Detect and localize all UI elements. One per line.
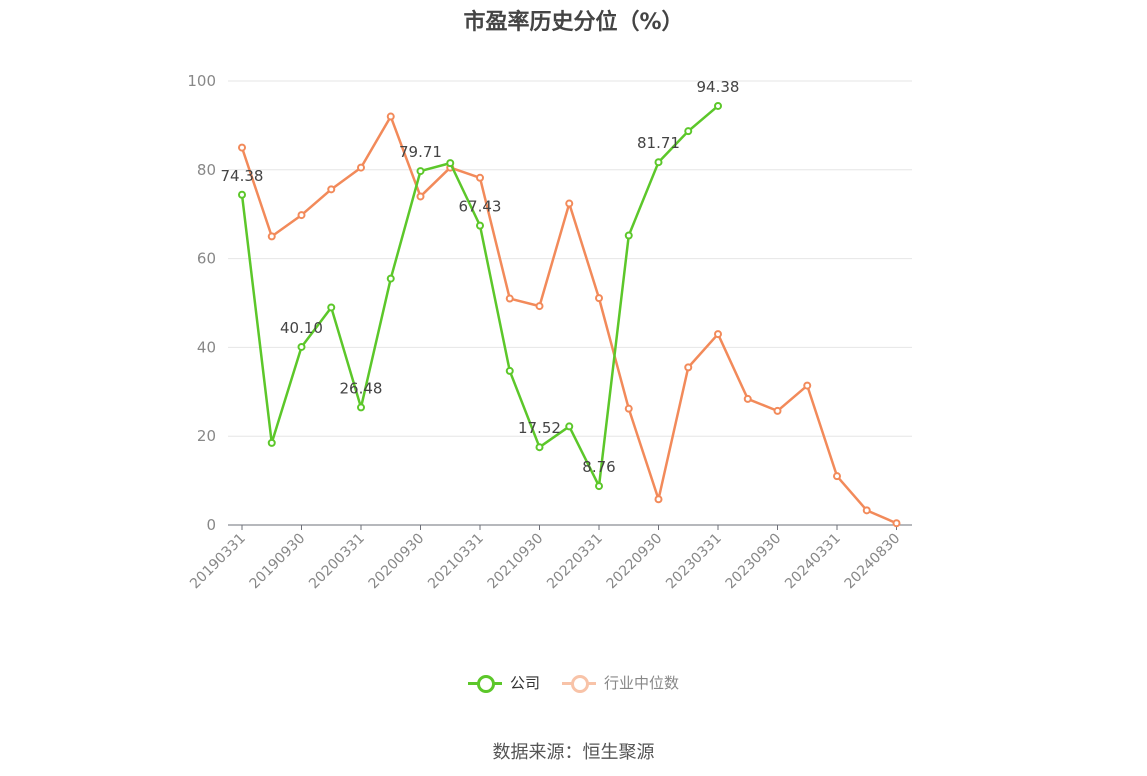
point-industry-median — [386, 112, 395, 121]
x-tick-label: 20200331 — [306, 531, 368, 593]
source-note: 数据来源：恒生聚源 — [492, 742, 655, 763]
y-tick-label: 20 — [197, 427, 216, 445]
point-industry-median — [684, 363, 693, 372]
x-tick-label: 20240830 — [842, 531, 904, 593]
data-label-company: 40.10 — [280, 319, 323, 337]
point-industry-median — [714, 330, 722, 339]
point-industry-median — [535, 302, 544, 311]
point-industry-median — [595, 294, 603, 303]
x-tick-label: 20210331 — [425, 531, 487, 593]
point-company — [238, 190, 246, 199]
x-tick-label: 20220331 — [544, 531, 606, 593]
x-tick-label: 20200930 — [366, 531, 428, 593]
data-label-company: 26.48 — [340, 379, 383, 397]
series-lines — [238, 101, 901, 528]
point-industry-median — [297, 211, 306, 220]
point-company — [416, 167, 425, 176]
x-tick-label: 20210930 — [485, 531, 547, 593]
point-industry-median — [505, 294, 514, 303]
point-industry-median — [357, 163, 365, 172]
legend-item-industry-median[interactable]: 行业中位数 — [562, 672, 679, 693]
data-label-company: 67.43 — [459, 198, 502, 216]
y-tick-label: 60 — [197, 250, 216, 268]
data-label-company: 8.76 — [582, 458, 615, 476]
point-industry-median — [892, 519, 901, 528]
x-tick-label: 20240331 — [782, 531, 844, 593]
point-company — [327, 303, 336, 312]
point-company — [505, 366, 514, 375]
point-company — [357, 403, 365, 412]
series-line-company — [240, 104, 719, 488]
point-company — [386, 274, 395, 283]
point-industry-median — [743, 394, 752, 403]
point-industry-median — [327, 185, 336, 194]
point-company — [595, 482, 603, 491]
legend-label-industry-median: 行业中位数 — [604, 674, 680, 692]
point-industry-median — [416, 192, 425, 201]
point-company — [446, 159, 455, 168]
data-labels: 74.38 40.10 26.48 79.71 67.43 17.52 8.76 81.71 9… — [221, 78, 740, 476]
legend-label-company: 公司 — [509, 674, 540, 692]
point-company — [654, 158, 663, 167]
y-tick-label: 40 — [197, 338, 216, 356]
point-industry-median — [773, 406, 782, 415]
point-company — [476, 221, 484, 230]
y-tick-label: 100 — [187, 72, 216, 90]
data-label-company: 79.71 — [399, 143, 442, 161]
x-tick-label: 20230331 — [663, 531, 725, 593]
point-company — [624, 231, 633, 240]
legend-item-company[interactable]: 公司 — [467, 672, 540, 693]
legend-marker-industry-median — [562, 673, 596, 693]
x-tick-label: 20220930 — [604, 531, 666, 593]
x-tick-label: 20230930 — [723, 531, 785, 593]
point-company — [297, 342, 306, 351]
point-industry-median — [624, 404, 633, 413]
series-line-industry-median — [240, 115, 897, 525]
data-label-company: 17.52 — [518, 419, 561, 437]
point-industry-median — [267, 232, 276, 241]
point-industry-median — [803, 381, 812, 390]
point-industry-median — [238, 143, 246, 152]
point-company — [267, 438, 276, 447]
legend: 公司 行业中位数 — [0, 672, 1147, 693]
data-label-company: 81.71 — [637, 134, 680, 152]
point-company — [684, 127, 693, 136]
point-industry-median — [476, 173, 484, 182]
y-tick-label: 0 — [206, 516, 216, 534]
x-tick-label: 20190331 — [187, 531, 249, 593]
point-industry-median — [833, 472, 841, 481]
x-tick-label: 20190930 — [247, 531, 309, 593]
point-company — [535, 443, 544, 452]
point-company — [565, 422, 574, 431]
y-tick-label: 80 — [197, 161, 216, 179]
point-industry-median — [862, 506, 871, 515]
point-company — [714, 101, 722, 110]
point-industry-median — [565, 199, 574, 208]
data-label-company: 94.38 — [697, 78, 740, 96]
legend-marker-company — [467, 673, 502, 693]
chart-title: 市盈率历史分位（%） — [463, 10, 684, 35]
point-industry-median — [654, 495, 663, 504]
data-label-company: 74.38 — [221, 167, 264, 185]
